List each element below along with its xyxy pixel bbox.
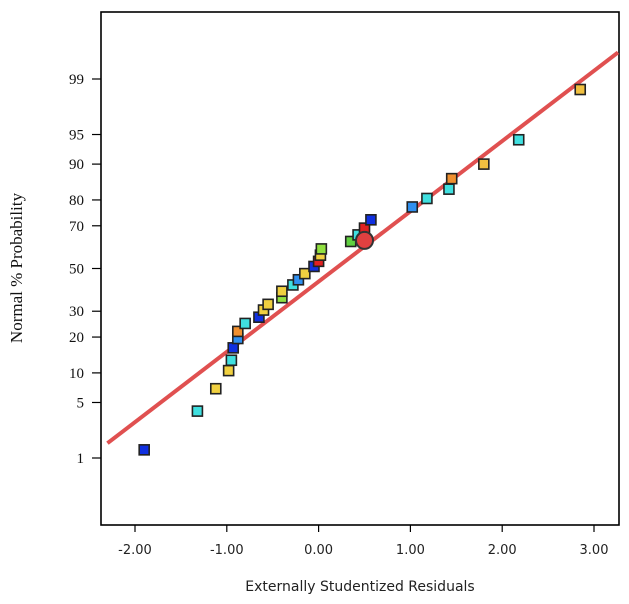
y-tick-label: 90: [69, 157, 84, 173]
y-axis: 1 5 10 20 30 50 70 80 90 95 99: [69, 72, 101, 467]
y-tick-label: 5: [77, 395, 85, 411]
data-point: [222, 364, 235, 377]
data-point: [443, 183, 455, 195]
data-point: [512, 133, 525, 146]
data-point: [315, 243, 328, 255]
y-tick-label: 50: [69, 262, 84, 278]
x-tick-label: 1.00: [396, 543, 425, 558]
data-point: [421, 192, 433, 205]
x-tick-label: 3.00: [580, 543, 609, 558]
data-point: [239, 317, 251, 330]
data-point: [232, 325, 244, 338]
plot-frame: [100, 11, 620, 526]
y-tick-label: 99: [69, 72, 84, 88]
y-tick-label: 30: [69, 304, 84, 320]
data-point: [191, 405, 204, 417]
data-point: [406, 201, 419, 213]
data-point: [299, 267, 311, 280]
highlighted-point: [355, 230, 374, 250]
data-points: [138, 83, 587, 456]
data-point: [276, 285, 288, 298]
y-tick-label: 70: [69, 219, 84, 235]
x-tick-label: -1.00: [210, 543, 244, 558]
data-point: [574, 83, 587, 96]
y-tick-label: 80: [69, 193, 84, 209]
data-point: [292, 273, 305, 286]
data-point: [365, 214, 377, 226]
y-tick-label: 95: [69, 128, 84, 144]
x-axis: -2.00 -1.00 0.00 1.00 2.00 3.00: [118, 525, 608, 558]
plot-area-border: [100, 11, 620, 526]
data-point: [225, 354, 238, 367]
y-tick-label: 20: [69, 330, 84, 346]
x-tick-label: 0.00: [304, 543, 333, 558]
data-point: [445, 172, 458, 185]
data-point: [478, 158, 490, 170]
data-point: [209, 382, 222, 395]
data-point: [227, 342, 240, 354]
x-tick-label: -2.00: [118, 543, 152, 558]
data-point: [262, 298, 274, 311]
data-point: [138, 444, 150, 456]
y-tick-label: 10: [69, 366, 84, 382]
y-axis-label: Normal % Probability: [7, 192, 26, 343]
x-tick-label: 2.00: [488, 543, 517, 558]
y-tick-label: 1: [77, 451, 85, 467]
x-axis-label: Externally Studentized Residuals: [245, 579, 474, 595]
